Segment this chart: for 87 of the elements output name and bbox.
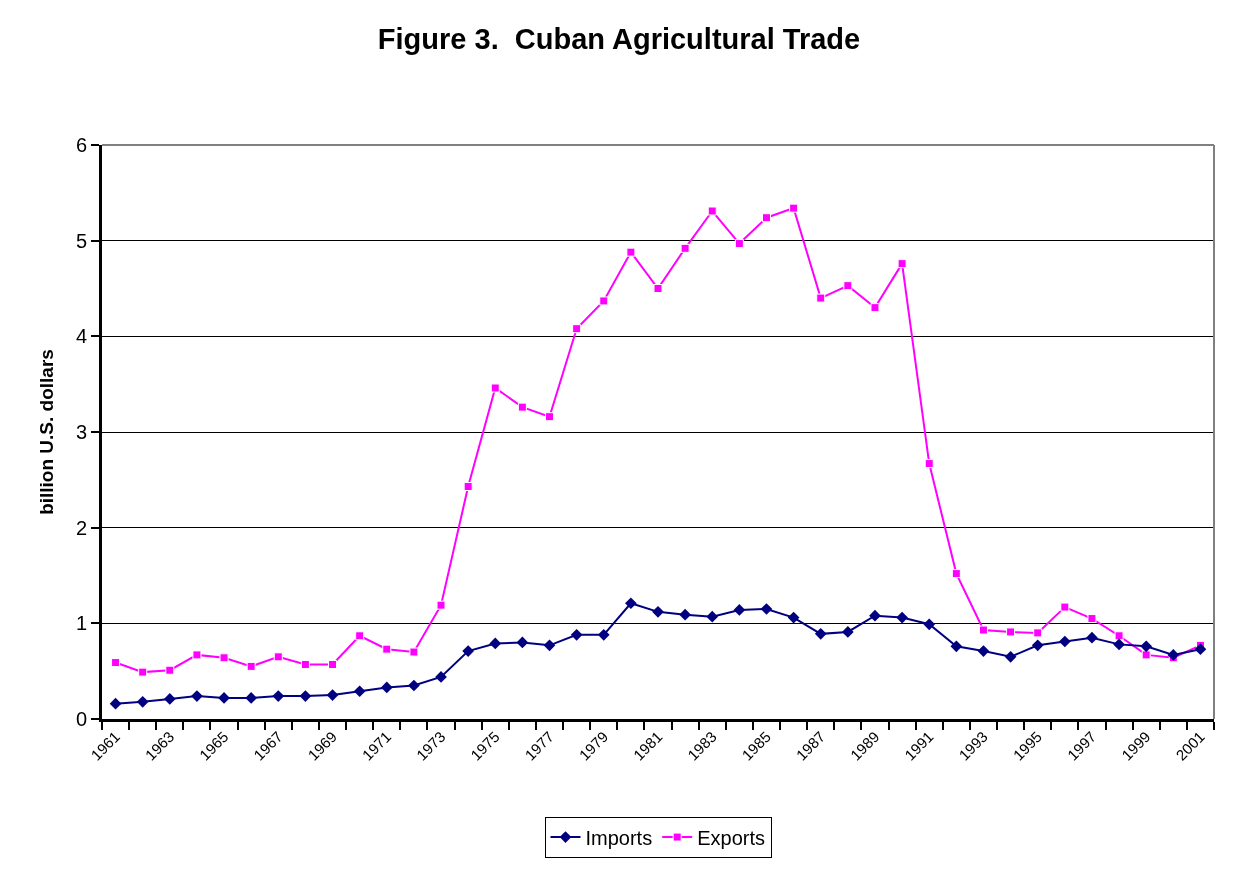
- point: [328, 659, 338, 669]
- point: [597, 628, 610, 641]
- point: [897, 259, 907, 269]
- point: [626, 247, 636, 257]
- point: [869, 609, 881, 622]
- point: [652, 606, 664, 618]
- point: [1113, 638, 1125, 651]
- point: [814, 628, 827, 640]
- point: [192, 650, 202, 660]
- point: [245, 692, 258, 704]
- point: [545, 412, 555, 422]
- point: [543, 639, 556, 652]
- y-tick-label: 2: [75, 516, 87, 539]
- point: [1086, 631, 1098, 644]
- legend-label: Exports: [697, 826, 765, 849]
- point: [1140, 640, 1153, 653]
- point: [138, 667, 148, 677]
- point: [950, 640, 963, 653]
- point: [842, 626, 854, 638]
- point: [679, 608, 691, 621]
- point: [977, 645, 990, 657]
- y-tick-label: 4: [75, 325, 87, 348]
- point: [787, 611, 800, 624]
- point: [734, 239, 744, 249]
- point: [326, 689, 339, 701]
- point: [490, 383, 500, 393]
- point: [896, 611, 908, 624]
- point: [1004, 650, 1017, 663]
- point: [1060, 602, 1070, 612]
- point: [273, 652, 283, 662]
- y-tick-label: 1: [75, 612, 87, 635]
- point: [436, 600, 446, 610]
- point: [136, 695, 149, 708]
- point: [1194, 643, 1207, 656]
- point: [1087, 614, 1097, 624]
- point: [761, 213, 771, 223]
- point: [653, 284, 663, 293]
- point: [409, 647, 419, 657]
- point: [299, 690, 312, 702]
- y-axis-title: billion U.S. dollars: [35, 349, 57, 515]
- point: [706, 610, 719, 623]
- point: [165, 665, 175, 675]
- y-tick-label: 5: [75, 229, 87, 252]
- point: [353, 685, 366, 698]
- point: [109, 697, 122, 710]
- point: [380, 681, 393, 694]
- point: [570, 628, 583, 641]
- point: [1006, 627, 1016, 637]
- point: [816, 293, 826, 303]
- point: [517, 402, 527, 412]
- point: [572, 324, 582, 334]
- point: [1033, 628, 1043, 638]
- y-tick-label: 3: [75, 421, 87, 443]
- point: [408, 679, 420, 692]
- point: [219, 653, 229, 663]
- point: [1167, 649, 1180, 661]
- point: [707, 206, 717, 216]
- chart-title: Figure 3. Cuban Agricultural Trade: [377, 23, 861, 56]
- point: [1141, 650, 1151, 660]
- point: [924, 459, 934, 469]
- point: [463, 482, 473, 492]
- point: [300, 659, 310, 669]
- point: [870, 303, 880, 313]
- point: [951, 569, 961, 579]
- point: [382, 644, 392, 654]
- point: [111, 658, 121, 668]
- point: [760, 603, 773, 615]
- point: [246, 661, 256, 671]
- point: [680, 243, 690, 253]
- point: [843, 281, 853, 291]
- point: [163, 693, 176, 705]
- point: [1031, 639, 1044, 652]
- point: [462, 645, 474, 657]
- point: [599, 296, 609, 306]
- y-tick-label: 0: [75, 708, 87, 730]
- point: [1114, 631, 1124, 641]
- point: [789, 203, 799, 213]
- point: [625, 597, 637, 610]
- point: [733, 604, 746, 616]
- point: [923, 618, 936, 631]
- y-tick-label: 6: [75, 134, 87, 156]
- point: [489, 637, 502, 650]
- point: [978, 625, 988, 635]
- point: [1058, 635, 1071, 648]
- point: [355, 631, 365, 641]
- legend-label: Imports: [585, 826, 653, 849]
- point: [516, 636, 529, 649]
